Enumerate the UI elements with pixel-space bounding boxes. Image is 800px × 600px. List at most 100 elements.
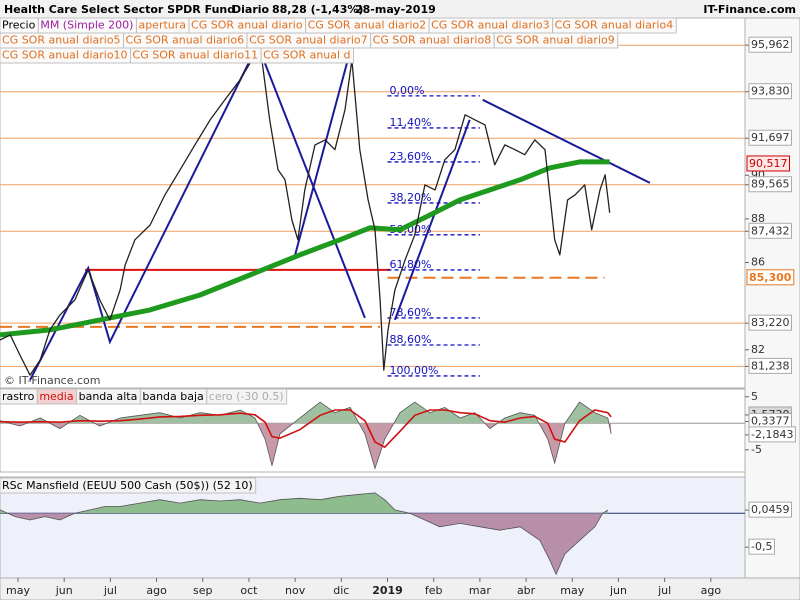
y-tick-label: 95,962 [751,38,790,51]
fib-label: 50,00% [390,223,432,236]
indicator-tag: cero (-30 0.5) [209,390,284,403]
price-tag: 90,517 [749,157,788,170]
x-tick-label: may [560,584,584,597]
period: Diario [232,3,270,16]
x-tick-label: jul [657,584,671,597]
legend-tag: CG SOR anual diario4 [555,19,674,32]
legend-tag: CG SOR anual diario2 [308,19,427,32]
indicator-tag-box [206,388,288,405]
indicator-tag: banda alta [79,390,138,403]
x-tick-label: dic [333,584,349,597]
price-tag: 85,300 [749,271,792,284]
y-tick-label: 86 [751,256,765,269]
fib-label: 100,00% [390,364,439,377]
label-box [748,222,792,239]
legend-tag: CG SOR anual diario [191,19,303,32]
x-tick-label: jul [103,584,117,597]
y-tick-label: 5 [751,390,758,403]
indicator-tag: banda baja [142,390,203,403]
value-axis: 0,0459 -0,5 [745,501,792,555]
x-tick-label: may [6,584,30,597]
x-tick-label: oct [240,584,258,597]
date: 28-may-2019 [355,3,436,16]
indicator-tag: media [39,390,73,403]
trendline [393,119,471,321]
x-tick-label: 2019 [372,584,403,597]
x-tick-label: feb [425,584,443,597]
y-tick-label: 81,238 [751,359,790,372]
x-tick-label: jun [609,584,627,597]
label-box [748,36,792,53]
watermark: © IT-Finance.com [4,374,101,387]
y-tick-label: -0,5 [751,540,772,553]
value-axis-area [744,17,800,579]
legend-tag: CG SOR anual diario8 [373,34,492,47]
area-positive [0,492,608,514]
legend-tag: CG SOR anual diario10 [2,49,128,62]
indicator-tag: rastro [2,390,35,403]
label-box [746,269,795,286]
y-tick-label: 0,0459 [751,503,790,516]
value-axis: 95,96293,83091,6979089,5658887,4328683,2… [745,36,795,374]
legend-tag: CG SOR anual diario3 [431,19,550,32]
instrument-title: Health Care Select Sector SPDR Fund [4,3,235,16]
fib-label: 23,60% [390,150,432,163]
y-tick-label: 83,220 [751,316,790,329]
trendline [482,98,651,184]
plot-area [0,401,745,470]
price-line [0,54,611,376]
legend-tag: CG SOR anual diario11 [133,49,259,62]
legend-box [260,47,355,64]
fib-label: 38,20% [390,191,432,204]
source: IT-Finance.com [703,3,796,16]
fib-label: 11,40% [390,116,432,129]
fib-label: 0,00% [390,84,425,97]
legend-tag: CG SOR anual diario5 [2,34,121,47]
y-tick-label: 0,3377 [751,415,790,428]
y-tick-label: 82 [751,343,765,356]
legend-tag: CG SOR anual diario9 [496,34,615,47]
panel-title: RSc Mansfield (EEUU 500 Cash (50$)) (52 … [2,479,253,492]
area-outline [0,492,609,576]
label-box [748,176,792,193]
moving-average [0,159,610,338]
plot-area [0,492,745,576]
y-tick-label: 87,432 [751,224,790,237]
legend-tag: CG SOR anual d [263,49,350,62]
label-box [748,538,775,555]
label-box [748,314,792,331]
y-tick-label: 93,830 [751,85,790,98]
plot-area: 0,00% 11,40% 23,60% 38,20% 50,00% 61,80% 78,60… [0,42,745,381]
value-axis: 51,57300,3377-2,1843-5 [745,390,796,456]
y-tick-label: -2,1843 [751,428,793,441]
legend-tag: apertura [138,19,186,32]
label-box [748,426,796,443]
label-box [748,129,792,146]
last-price: 88,28 (-1,43%) [272,3,363,16]
legend-tag: Precio [2,19,36,32]
legend-box [493,32,619,49]
legend-tag: CG SOR anual diario7 [249,34,368,47]
indicator-line [0,409,612,449]
trendline [294,44,353,256]
panel-background [0,17,746,389]
y-tick-label: 88 [751,212,765,225]
fib-label: 78,60% [390,306,432,319]
x-tick-label: jun [55,584,73,597]
x-tick-label: abr [517,584,536,597]
x-tick-label: nov [285,584,306,597]
x-tick-label: mar [469,584,491,597]
panel-title-box [0,477,257,494]
area-negative [9,423,612,469]
y-tick-label: 89,565 [751,178,790,191]
y-tick-label: -5 [751,443,762,456]
fib-label: 61,80% [390,258,432,271]
header-bar [0,0,800,18]
label-box [748,357,792,374]
y-tick-label: 91,697 [751,131,790,144]
label-box [746,155,790,172]
fib-label: 88,60% [390,333,432,346]
area-outline [0,401,612,470]
